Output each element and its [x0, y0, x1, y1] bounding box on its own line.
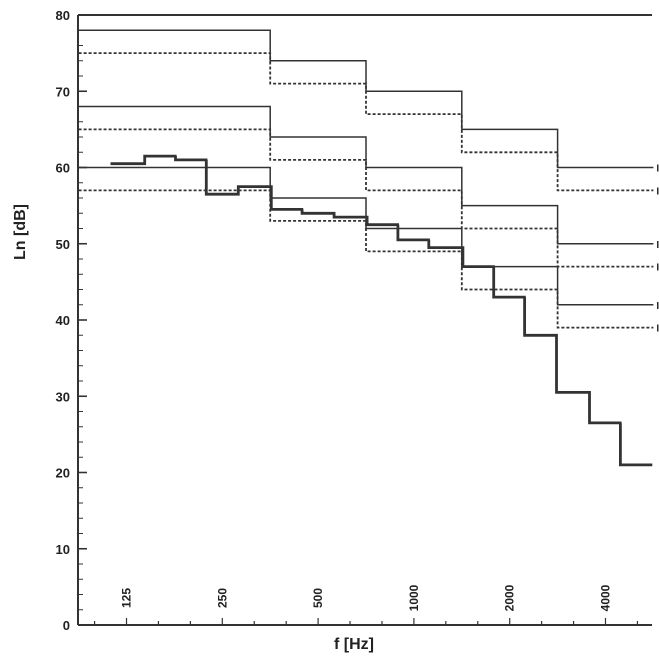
y-tick-label: 0: [63, 618, 70, 633]
x-axis: 125 250 500 1000 2000 4000: [93, 584, 639, 625]
series-label-0: III b: [656, 164, 659, 175]
y-tick-label: 40: [56, 313, 70, 328]
series-line-1: [78, 52, 654, 192]
y-tick-label: 10: [56, 542, 70, 557]
series-labels: III b III a II b II a I b I a: [656, 164, 659, 335]
y-tick-label: 50: [56, 237, 70, 252]
x-tick-label: 500: [311, 588, 325, 608]
series-label-3: II a: [656, 263, 659, 274]
x-tick-label: 250: [215, 588, 229, 608]
series-line-6: [110, 154, 653, 467]
y-tick-label: 60: [56, 161, 70, 176]
series-line-5: [78, 189, 654, 329]
y-tick-label: 30: [56, 389, 70, 404]
series-label-5: I a: [656, 324, 659, 335]
x-tick-label: 2000: [503, 584, 517, 611]
y-tick-label: 70: [56, 84, 70, 99]
series-label-1: III a: [656, 186, 659, 197]
series-label-4: I b: [656, 301, 659, 312]
x-tick-label: 4000: [598, 584, 612, 611]
x-tick-label: 1000: [407, 584, 421, 611]
y-tick-label: 20: [56, 466, 70, 481]
series-line-3: [78, 128, 654, 268]
series-label-2: II b: [656, 240, 659, 251]
x-axis-title: f [Hz]: [334, 636, 374, 653]
y-tick-label: 80: [56, 8, 70, 23]
y-axis-title: Ln [dB]: [12, 204, 29, 260]
series-lines: [78, 29, 654, 467]
y-axis: 0 10 20 30 40 50 60 70 80: [56, 8, 87, 633]
x-tick-label: 125: [120, 588, 134, 608]
